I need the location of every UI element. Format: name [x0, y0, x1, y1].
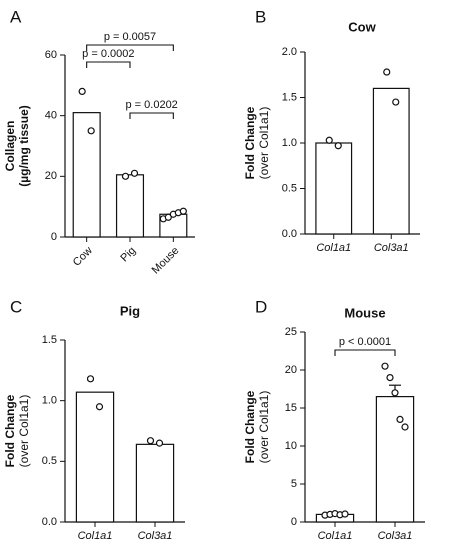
- y-axis-label: Fold Change: [243, 390, 257, 463]
- y-tick-label: 0.0: [282, 228, 297, 240]
- bar: [372, 87, 410, 235]
- chart-title: Cow: [348, 19, 376, 34]
- data-point: [95, 403, 104, 411]
- data-point: [386, 374, 394, 382]
- data-point: [164, 213, 172, 221]
- x-tick-label: Mouse: [150, 245, 182, 277]
- y-tick-label: 25: [285, 326, 297, 338]
- bar: [72, 112, 101, 238]
- panel-label: B: [255, 7, 266, 26]
- bar: [135, 443, 175, 523]
- x-tick-label: Pig: [118, 245, 138, 265]
- y-tick-label: 1.5: [42, 334, 57, 346]
- y-tick-label: 0: [51, 231, 57, 243]
- y-tick-label: 20: [285, 364, 297, 376]
- chart-title: Pig: [120, 303, 140, 318]
- data-point: [391, 389, 399, 397]
- x-tick-label: Col1a1: [78, 530, 113, 542]
- panel-label: C: [10, 297, 22, 316]
- bar: [375, 396, 415, 523]
- y-tick-label: 10: [285, 440, 297, 452]
- p-value: p < 0.0001: [339, 336, 391, 348]
- y-tick-label: 40: [45, 110, 57, 122]
- data-point: [179, 207, 187, 215]
- y-axis-label: (µg/mg tissue): [17, 105, 31, 187]
- y-axis-label: (over Col1a1): [17, 395, 31, 468]
- y-tick-label: 60: [45, 49, 57, 61]
- y-tick-label: 20: [45, 170, 57, 182]
- x-tick-label: Col1a1: [316, 242, 351, 254]
- chart-title: Mouse: [344, 305, 385, 320]
- bar: [115, 174, 145, 238]
- significance-bracket: [129, 112, 174, 119]
- y-axis-label: Collagen: [3, 121, 17, 172]
- y-tick-label: 2.0: [282, 46, 297, 58]
- data-point: [381, 362, 389, 370]
- x-tick-label: Col3a1: [138, 530, 173, 542]
- y-tick-label: 0.0: [42, 516, 57, 528]
- y-axis-label: (over Col1a1): [257, 391, 271, 464]
- y-tick-label: 1.0: [282, 137, 297, 149]
- data-point: [396, 415, 404, 423]
- y-tick-label: 15: [285, 402, 297, 414]
- data-point: [130, 169, 139, 177]
- data-point: [86, 375, 95, 383]
- data-point: [383, 68, 391, 76]
- significance-bracket: [86, 44, 174, 51]
- data-point: [155, 439, 164, 447]
- significance-bracket: [334, 349, 396, 356]
- data-point: [341, 510, 349, 518]
- panel-label: D: [255, 297, 267, 316]
- p-value: p = 0.0002: [82, 48, 134, 60]
- y-axis-label: (over Col1a1): [257, 107, 271, 180]
- y-tick-label: 0: [291, 516, 297, 528]
- data-point: [87, 127, 95, 135]
- panel-label: A: [10, 7, 22, 26]
- y-tick-label: 1.0: [42, 395, 57, 407]
- p-value: p = 0.0202: [126, 99, 178, 111]
- data-point: [325, 136, 333, 144]
- x-tick-label: Col1a1: [318, 530, 353, 542]
- data-point: [121, 172, 130, 180]
- data-point: [146, 437, 155, 445]
- y-tick-label: 1.5: [282, 91, 297, 103]
- bar: [75, 391, 115, 523]
- y-tick-label: 5: [291, 478, 297, 490]
- significance-bracket: [86, 61, 131, 68]
- y-tick-label: 0.5: [282, 182, 297, 194]
- x-tick-label: Col3a1: [378, 530, 413, 542]
- data-point: [401, 423, 409, 431]
- y-tick-label: 0.5: [42, 455, 57, 467]
- data-point: [334, 142, 342, 150]
- bar: [315, 142, 353, 235]
- p-value: p = 0.0057: [104, 31, 156, 43]
- x-tick-label: Cow: [71, 245, 95, 269]
- data-point: [78, 87, 86, 96]
- y-axis-label: Fold Change: [243, 106, 257, 179]
- data-point: [392, 98, 400, 106]
- y-axis-label: Fold Change: [3, 394, 17, 467]
- x-tick-label: Col3a1: [374, 242, 409, 254]
